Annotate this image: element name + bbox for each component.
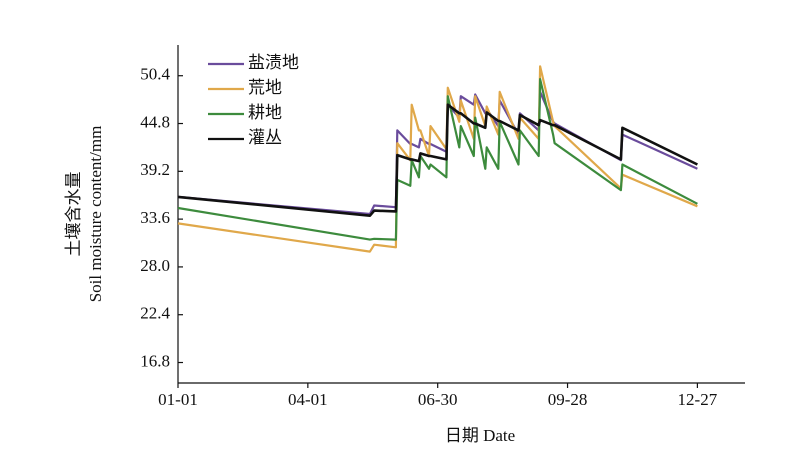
series-line (177, 103, 698, 217)
y-axis-label: Soil moisture content/mm (86, 126, 105, 303)
y-tick-label: 39.2 (140, 160, 170, 179)
x-tick-label: 09-28 (548, 390, 588, 409)
y-tick-label: 22.4 (140, 304, 170, 323)
x-tick-label: 06-30 (418, 390, 458, 409)
x-tick-label: 12-27 (678, 390, 718, 409)
x-axis-label: 日期 Date (445, 426, 515, 445)
series-line (177, 78, 698, 241)
y-axis-label: 土壤含水量 (63, 172, 83, 257)
y-tick-label: 50.4 (140, 65, 170, 84)
x-tick-label: 04-01 (288, 390, 328, 409)
y-tick-label: 33.6 (140, 208, 170, 227)
x-tick-label: 01-01 (158, 390, 198, 409)
series-line (177, 90, 698, 216)
y-tick-label: 44.8 (140, 112, 170, 131)
y-tick-label: 16.8 (140, 351, 170, 370)
legend-label: 灌丛 (248, 128, 282, 147)
legend-label: 荒地 (248, 78, 282, 97)
legend-label: 盐渍地 (248, 53, 299, 72)
legend-label: 耕地 (248, 103, 282, 122)
y-tick-label: 28.0 (140, 256, 170, 275)
